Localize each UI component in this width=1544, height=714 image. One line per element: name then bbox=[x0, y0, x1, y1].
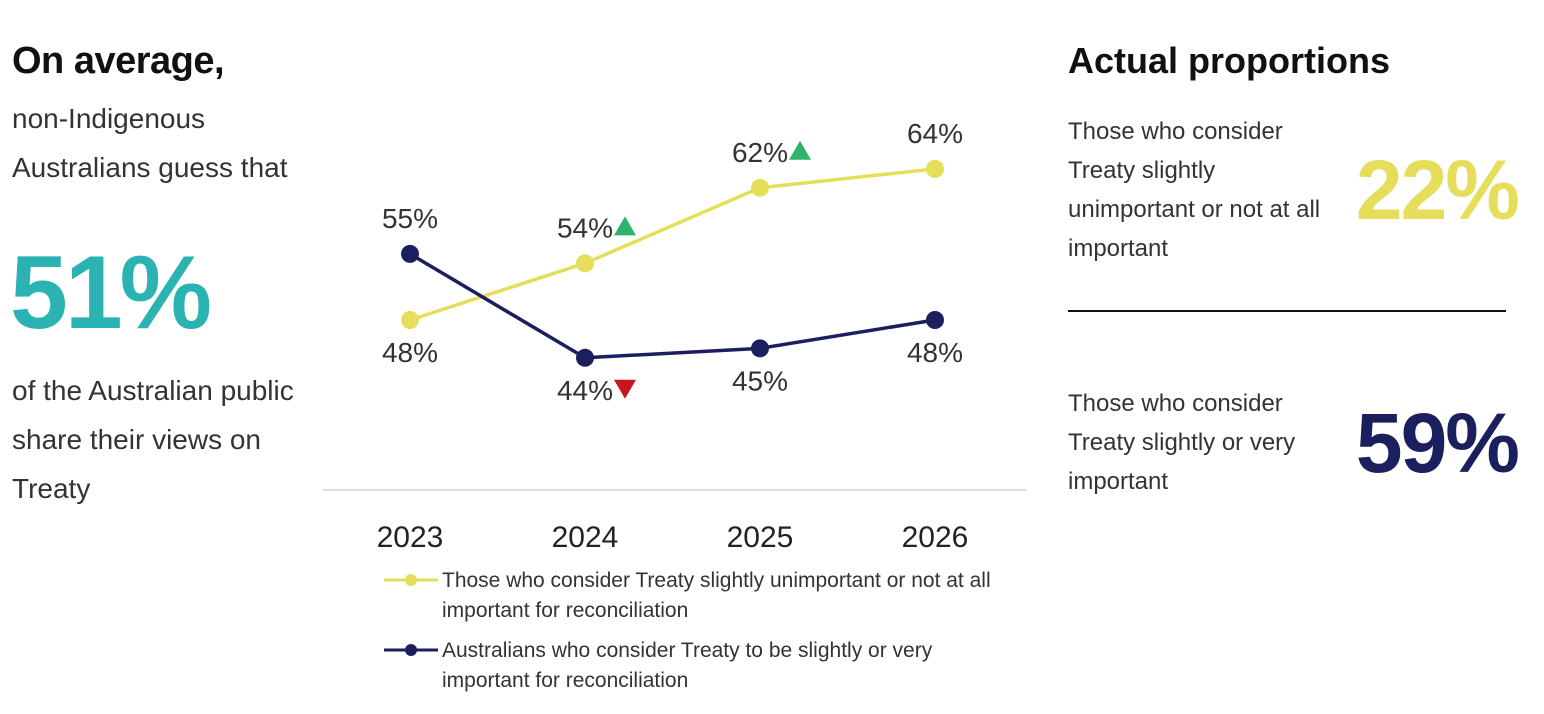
change-down-icon bbox=[614, 379, 636, 399]
data-label: 48% bbox=[907, 337, 963, 368]
guess-percentage: 51% bbox=[10, 235, 212, 351]
change-up-icon bbox=[614, 216, 636, 236]
left-panel: On average, non-Indigenous Australians g… bbox=[10, 38, 312, 513]
series-line-unimportant bbox=[409, 167, 936, 322]
legend-label-unimportant: Those who consider Treaty slightly unimp… bbox=[442, 569, 991, 622]
data-label: 62% bbox=[732, 137, 788, 168]
data-label: 55% bbox=[382, 203, 438, 234]
x-tick-label: 2023 bbox=[377, 521, 444, 554]
proportion-important-pct: 59% bbox=[1355, 395, 1520, 490]
x-tick-label: 2026 bbox=[902, 521, 969, 554]
left-outro-text: of the Australian public share their vie… bbox=[12, 375, 294, 504]
data-label: 48% bbox=[382, 337, 438, 368]
data-point bbox=[401, 244, 419, 263]
proportion-important-text: Those who consider Treaty slightly or ve… bbox=[1068, 390, 1296, 495]
series-line-important bbox=[409, 252, 936, 360]
left-heading: On average, bbox=[12, 40, 225, 82]
data-point bbox=[751, 178, 769, 197]
data-label: 45% bbox=[732, 365, 788, 396]
data-point bbox=[926, 159, 944, 178]
right-panel: Actual proportions Those who consider Tr… bbox=[1068, 38, 1520, 501]
data-point bbox=[926, 311, 944, 329]
left-intro-text: non-Indigenous Australians guess that bbox=[12, 103, 288, 183]
legend-item-unimportant: Those who consider Treaty slightly unimp… bbox=[384, 566, 1024, 626]
data-point bbox=[751, 339, 769, 358]
data-point bbox=[401, 311, 419, 329]
proportion-unimportant-pct: 22% bbox=[1355, 143, 1520, 237]
data-label: 54% bbox=[557, 212, 613, 243]
data-point bbox=[576, 348, 594, 367]
x-tick-label: 2024 bbox=[552, 521, 619, 554]
legend-swatch-important bbox=[384, 644, 438, 656]
legend-label-important: Australians who consider Treaty to be sl… bbox=[442, 639, 933, 692]
proportion-unimportant: Those who consider Treaty slightly unimp… bbox=[1068, 112, 1520, 268]
line-chart: 2023 2024 2025 2026 48% 54% 62% 64% 55% 44% 45% 48% bbox=[323, 118, 1026, 554]
data-point bbox=[576, 254, 594, 273]
legend-marker-important bbox=[405, 644, 417, 656]
proportion-important: Those who consider Treaty slightly or ve… bbox=[1068, 384, 1520, 501]
proportion-unimportant-text: Those who consider Treaty slightly unimp… bbox=[1068, 118, 1321, 262]
chart-legend: Those who consider Treaty slightly unimp… bbox=[384, 566, 1024, 706]
legend-item-important: Australians who consider Treaty to be sl… bbox=[384, 636, 1024, 696]
x-tick-label: 2025 bbox=[727, 521, 794, 554]
legend-marker-unimportant bbox=[405, 574, 417, 586]
data-label: 64% bbox=[907, 118, 963, 149]
legend-swatch-unimportant bbox=[384, 574, 438, 586]
data-label: 44% bbox=[557, 375, 613, 406]
proportion-divider bbox=[1068, 310, 1506, 312]
right-heading: Actual proportions bbox=[1068, 40, 1390, 81]
change-up-icon bbox=[789, 140, 811, 160]
